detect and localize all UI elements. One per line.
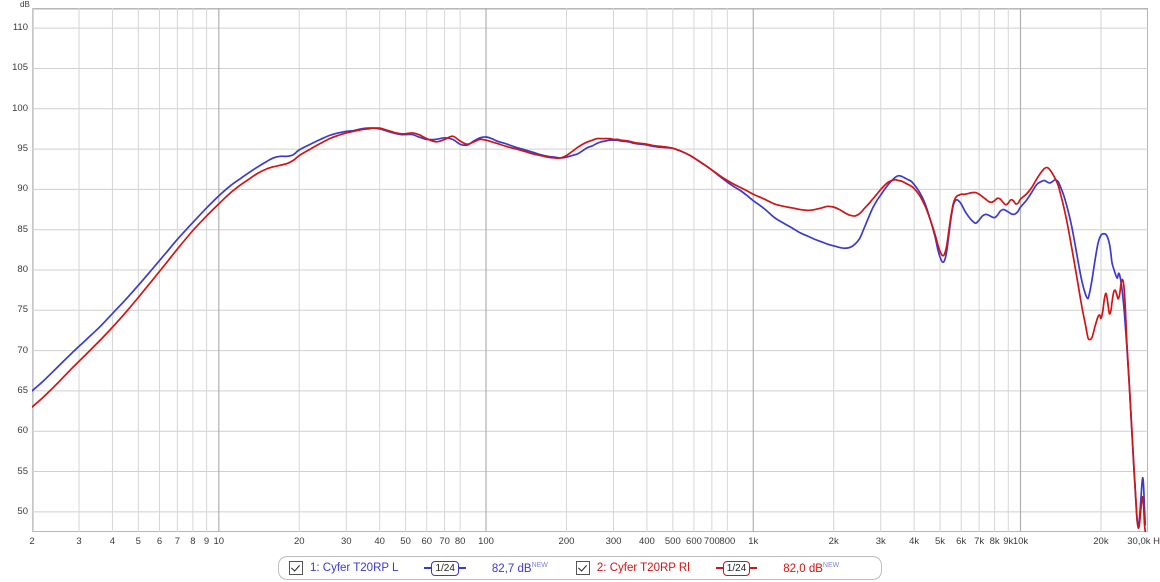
y-tick-80: 80	[17, 264, 28, 275]
series-1-smoothing-control[interactable]: 1/24	[424, 560, 466, 576]
x-tick-9k: 9k	[1003, 536, 1014, 547]
legend-entry-1[interactable]: 1: Cyfer T20RP L 1/24 82,7 dBNEW	[279, 557, 548, 579]
y-tick-90: 90	[17, 183, 28, 195]
series-2-level-value: 82,0 dB	[783, 562, 823, 575]
y-axis-unit-label: dB	[20, 0, 30, 9]
x-tick-200: 200	[558, 536, 575, 547]
smoothing-bar-left	[715, 567, 723, 569]
x-tick-6k: 6k	[956, 536, 967, 547]
x-tick-80: 80	[454, 536, 466, 547]
x-tick-2: 2	[29, 536, 35, 547]
x-tick-1k: 1k	[748, 536, 759, 547]
response-curves	[32, 127, 1147, 532]
x-tick-5: 5	[135, 536, 141, 547]
series-1-checkbox[interactable]	[289, 561, 303, 575]
series-1-new-badge: NEW	[531, 561, 548, 569]
series-1-smoothing-value[interactable]: 1/24	[431, 560, 459, 576]
curve-series-1	[32, 127, 1147, 528]
series-1-label: 1: Cyfer T20RP L	[310, 562, 399, 574]
series-2-new-badge: NEW	[822, 561, 840, 569]
legend-entry-2[interactable]: 2: Cyfer T20RP Rl 1/24 82,0 dBNEW	[566, 557, 839, 579]
y-tick-65: 65	[17, 384, 28, 396]
x-tick-20: 20	[293, 536, 305, 547]
x-tick-4: 4	[109, 536, 116, 547]
x-tick-4k: 4k	[909, 536, 920, 547]
series-2-smoothing-control[interactable]: 1/24	[715, 560, 758, 576]
series-1-level-value: 82,7 dB	[491, 562, 532, 575]
x-tick-600: 600	[686, 536, 702, 547]
y-tick-60: 60	[17, 425, 28, 437]
curve-series-2	[32, 127, 1147, 532]
x-tick-5k: 5k	[935, 536, 946, 547]
x-tick-7: 7	[174, 536, 181, 547]
x-tick-100: 100	[478, 536, 494, 547]
x-tick-20k: 20k	[1093, 536, 1109, 547]
y-tick-105: 105	[12, 62, 28, 74]
x-tick-10: 10	[213, 536, 225, 547]
y-tick-95: 95	[17, 143, 28, 155]
series-2-label: 2: Cyfer T20RP Rl	[596, 562, 690, 574]
y-tick-50: 50	[17, 505, 28, 517]
series-2-checkbox[interactable]	[575, 561, 590, 575]
x-tick-9: 9	[203, 536, 210, 547]
smoothing-bar-right	[750, 567, 758, 569]
y-tick-110: 110	[12, 22, 28, 34]
x-tick-10k: 10k	[1012, 536, 1029, 547]
x-tick-50: 50	[400, 536, 411, 547]
x-tick-7k: 7k	[974, 536, 985, 547]
y-tick-55: 55	[17, 465, 28, 477]
plot-gridlines	[32, 8, 1148, 532]
x-tick-70: 70	[439, 536, 450, 547]
series-1-level: 82,7 dBNEW	[492, 562, 548, 575]
x-tick-30: 30	[340, 536, 352, 547]
x-tick-60: 60	[421, 536, 433, 547]
x-tick-800: 800	[719, 536, 736, 547]
x-tick-3: 3	[76, 536, 82, 547]
series-2-level: 82,0 dBNEW	[783, 562, 839, 575]
y-tick-75: 75	[17, 304, 28, 316]
x-tick-300: 300	[605, 536, 622, 547]
x-tick-40: 40	[374, 536, 385, 547]
plot-area[interactable]	[32, 8, 1148, 532]
x-tick-8k: 8k	[989, 536, 1000, 547]
x-tick-6: 6	[156, 536, 163, 547]
smoothing-bar-right	[458, 567, 466, 569]
x-tick-3k: 3k	[875, 536, 886, 547]
y-tick-70: 70	[17, 344, 28, 356]
y-tick-100: 100	[12, 102, 28, 114]
x-tick-700: 700	[703, 536, 720, 547]
y-tick-85: 85	[17, 223, 28, 235]
x-tick-500: 500	[664, 536, 681, 547]
x-axis-unit-label: 30,0k Hz	[1127, 536, 1160, 547]
x-tick-8: 8	[190, 536, 196, 547]
x-tick-2k: 2k	[828, 536, 839, 547]
series-2-smoothing-value[interactable]: 1/24	[722, 560, 751, 576]
smoothing-bar-left	[424, 567, 432, 569]
x-tick-400: 400	[638, 536, 655, 547]
legend-panel[interactable]: 1: Cyfer T20RP L 1/24 82,7 dBNEW 2: Cyfe…	[278, 556, 882, 580]
